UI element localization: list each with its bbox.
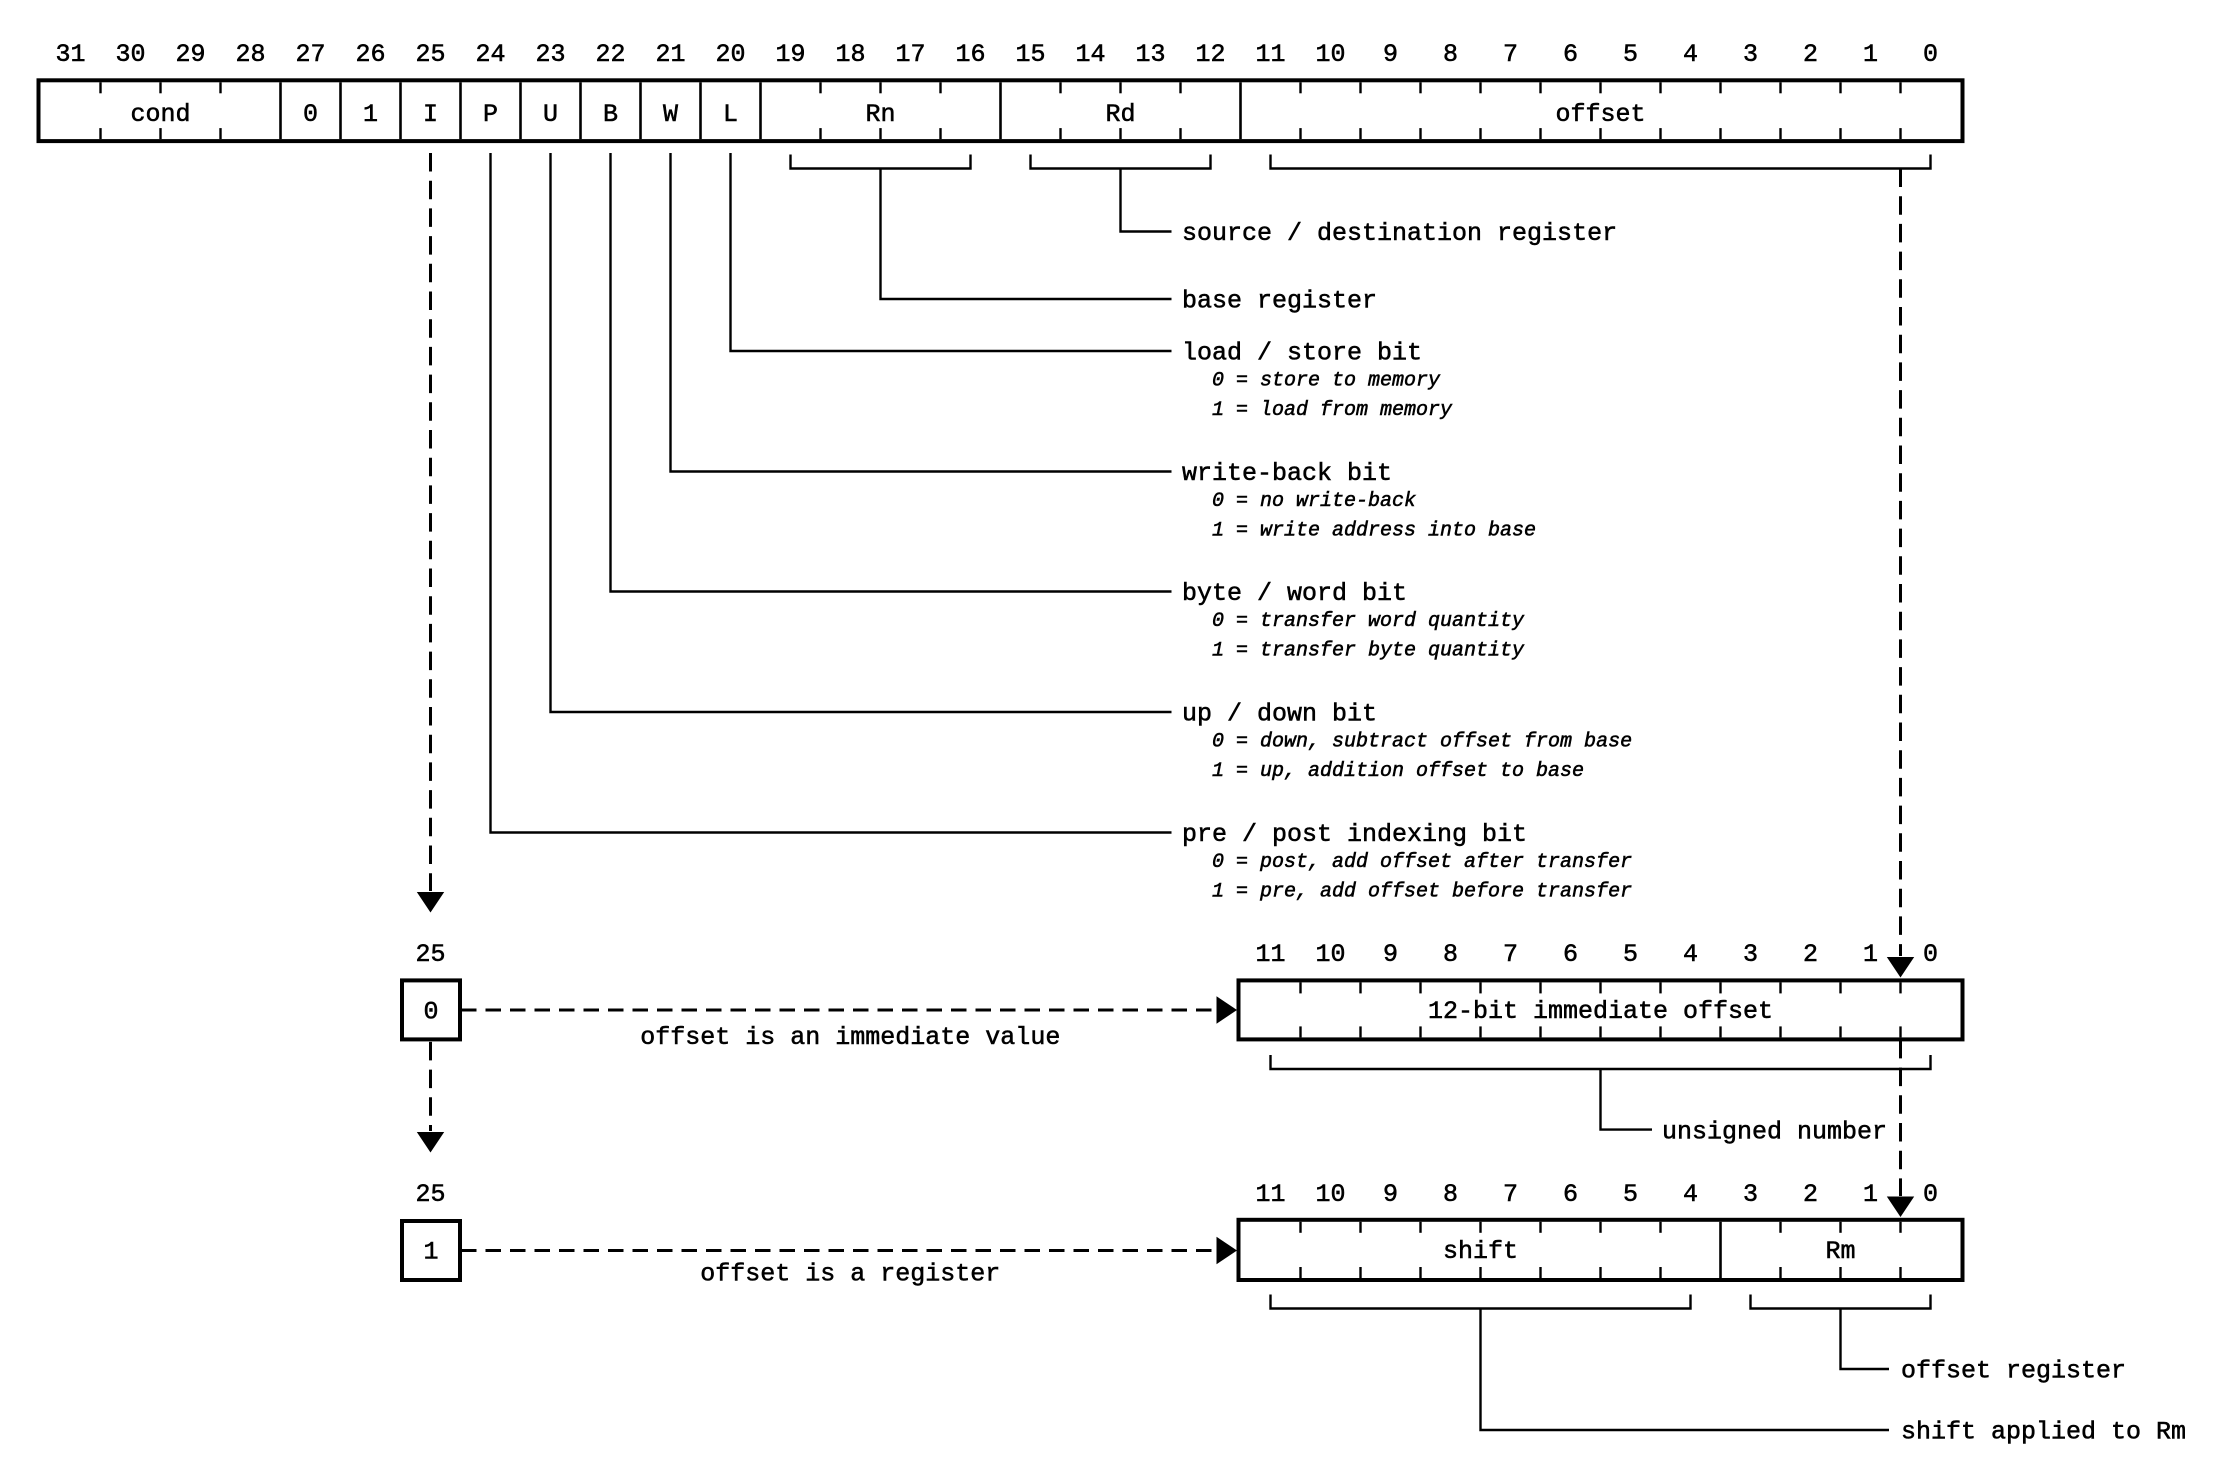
svg-text:W: W xyxy=(663,100,678,129)
svg-text:19: 19 xyxy=(775,40,805,69)
svg-text:0: 0 xyxy=(1923,40,1938,69)
svg-text:13: 13 xyxy=(1135,40,1165,69)
svg-text:5: 5 xyxy=(1623,1180,1638,1209)
svg-text:source / destination register: source / destination register xyxy=(1182,219,1617,248)
svg-text:11: 11 xyxy=(1255,1180,1285,1209)
svg-text:offset: offset xyxy=(1555,100,1645,129)
svg-text:12: 12 xyxy=(1195,40,1225,69)
svg-text:9: 9 xyxy=(1383,40,1398,69)
svg-text:Rm: Rm xyxy=(1825,1237,1855,1266)
svg-text:1 = write address into base: 1 = write address into base xyxy=(1212,520,1536,543)
svg-text:0: 0 xyxy=(303,100,318,129)
svg-text:up / down bit: up / down bit xyxy=(1182,700,1377,729)
svg-text:1: 1 xyxy=(423,1238,438,1267)
svg-text:4: 4 xyxy=(1683,940,1698,969)
svg-text:18: 18 xyxy=(835,40,865,69)
svg-text:P: P xyxy=(483,100,498,129)
svg-text:1: 1 xyxy=(1863,40,1878,69)
svg-text:offset register: offset register xyxy=(1901,1357,2126,1386)
svg-text:10: 10 xyxy=(1315,1180,1345,1209)
svg-text:8: 8 xyxy=(1443,1180,1458,1209)
svg-text:17: 17 xyxy=(895,40,925,69)
svg-text:unsigned number: unsigned number xyxy=(1662,1118,1887,1147)
svg-text:27: 27 xyxy=(295,40,325,69)
svg-text:1 = transfer byte quantity: 1 = transfer byte quantity xyxy=(1212,640,1525,663)
svg-text:0 = down, subtract offset from: 0 = down, subtract offset from base xyxy=(1212,731,1632,754)
svg-text:B: B xyxy=(603,100,618,129)
svg-text:4: 4 xyxy=(1683,1180,1698,1209)
svg-text:shift: shift xyxy=(1443,1237,1518,1266)
svg-text:25: 25 xyxy=(415,40,445,69)
svg-text:I: I xyxy=(423,100,438,129)
svg-text:Rn: Rn xyxy=(865,100,895,129)
svg-text:load / store bit: load / store bit xyxy=(1182,339,1422,368)
svg-text:0: 0 xyxy=(1923,940,1938,969)
svg-text:29: 29 xyxy=(175,40,205,69)
svg-text:8: 8 xyxy=(1443,940,1458,969)
svg-text:7: 7 xyxy=(1503,940,1518,969)
svg-text:0: 0 xyxy=(423,998,438,1027)
svg-text:1: 1 xyxy=(1863,1180,1878,1209)
svg-text:24: 24 xyxy=(475,40,505,69)
svg-text:8: 8 xyxy=(1443,40,1458,69)
svg-text:9: 9 xyxy=(1383,940,1398,969)
svg-text:25: 25 xyxy=(415,940,445,969)
svg-text:7: 7 xyxy=(1503,40,1518,69)
svg-text:byte / word bit: byte / word bit xyxy=(1182,579,1407,608)
svg-text:6: 6 xyxy=(1563,940,1578,969)
svg-text:2: 2 xyxy=(1803,940,1818,969)
svg-text:22: 22 xyxy=(595,40,625,69)
svg-text:0: 0 xyxy=(1923,1180,1938,1209)
svg-text:9: 9 xyxy=(1383,1180,1398,1209)
svg-text:U: U xyxy=(543,100,558,129)
svg-text:5: 5 xyxy=(1623,40,1638,69)
svg-text:3: 3 xyxy=(1743,940,1758,969)
svg-text:1: 1 xyxy=(363,100,378,129)
svg-text:write-back bit: write-back bit xyxy=(1182,459,1392,488)
svg-text:15: 15 xyxy=(1015,40,1045,69)
svg-text:11: 11 xyxy=(1255,40,1285,69)
svg-text:20: 20 xyxy=(715,40,745,69)
svg-text:6: 6 xyxy=(1563,1180,1578,1209)
svg-text:6: 6 xyxy=(1563,40,1578,69)
svg-text:2: 2 xyxy=(1803,1180,1818,1209)
svg-text:offset is a register: offset is a register xyxy=(700,1259,1000,1288)
svg-text:offset is an immediate value: offset is an immediate value xyxy=(640,1023,1060,1052)
svg-text:10: 10 xyxy=(1315,40,1345,69)
svg-text:1: 1 xyxy=(1863,940,1878,969)
svg-text:5: 5 xyxy=(1623,940,1638,969)
svg-text:3: 3 xyxy=(1743,1180,1758,1209)
svg-text:pre / post indexing bit: pre / post indexing bit xyxy=(1182,820,1527,849)
svg-text:21: 21 xyxy=(655,40,685,69)
svg-text:25: 25 xyxy=(415,1180,445,1209)
svg-text:11: 11 xyxy=(1255,940,1285,969)
svg-text:12-bit immediate offset: 12-bit immediate offset xyxy=(1428,997,1773,1026)
svg-text:shift applied to Rm: shift applied to Rm xyxy=(1901,1418,2186,1447)
svg-text:0 = store to memory: 0 = store to memory xyxy=(1212,370,1441,393)
svg-text:1 = load from memory: 1 = load from memory xyxy=(1212,399,1453,422)
svg-text:16: 16 xyxy=(955,40,985,69)
svg-text:cond: cond xyxy=(130,100,190,129)
svg-text:base register: base register xyxy=(1182,287,1377,316)
svg-text:L: L xyxy=(723,100,738,129)
svg-text:31: 31 xyxy=(55,40,85,69)
svg-text:Rd: Rd xyxy=(1105,100,1135,129)
svg-text:23: 23 xyxy=(535,40,565,69)
svg-text:30: 30 xyxy=(115,40,145,69)
svg-text:26: 26 xyxy=(355,40,385,69)
svg-text:3: 3 xyxy=(1743,40,1758,69)
svg-text:2: 2 xyxy=(1803,40,1818,69)
svg-text:0 = post, add offset after tra: 0 = post, add offset after transfer xyxy=(1212,851,1632,874)
svg-text:28: 28 xyxy=(235,40,265,69)
svg-text:0 = transfer word quantity: 0 = transfer word quantity xyxy=(1212,610,1525,633)
svg-text:7: 7 xyxy=(1503,1180,1518,1209)
svg-text:14: 14 xyxy=(1075,40,1105,69)
svg-text:0 = no write-back: 0 = no write-back xyxy=(1212,490,1416,513)
svg-text:10: 10 xyxy=(1315,940,1345,969)
svg-text:1 = up, addition offset to bas: 1 = up, addition offset to base xyxy=(1212,760,1584,783)
svg-text:4: 4 xyxy=(1683,40,1698,69)
svg-text:1 = pre, add offset before tra: 1 = pre, add offset before transfer xyxy=(1212,881,1632,904)
